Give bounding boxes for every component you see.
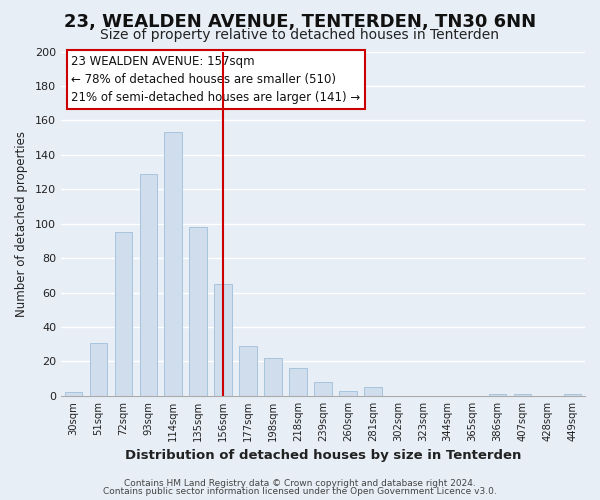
Bar bbox=[115, 232, 132, 396]
Bar bbox=[564, 394, 581, 396]
Text: Contains public sector information licensed under the Open Government Licence v3: Contains public sector information licen… bbox=[103, 487, 497, 496]
Bar bbox=[514, 394, 532, 396]
Bar bbox=[489, 394, 506, 396]
Text: Contains HM Land Registry data © Crown copyright and database right 2024.: Contains HM Land Registry data © Crown c… bbox=[124, 478, 476, 488]
Bar bbox=[140, 174, 157, 396]
Y-axis label: Number of detached properties: Number of detached properties bbox=[15, 130, 28, 316]
X-axis label: Distribution of detached houses by size in Tenterden: Distribution of detached houses by size … bbox=[125, 450, 521, 462]
Bar bbox=[65, 392, 82, 396]
Bar bbox=[214, 284, 232, 396]
Bar bbox=[314, 382, 332, 396]
Bar bbox=[339, 391, 356, 396]
Bar bbox=[265, 358, 282, 396]
Bar bbox=[164, 132, 182, 396]
Bar bbox=[364, 388, 382, 396]
Bar bbox=[289, 368, 307, 396]
Text: Size of property relative to detached houses in Tenterden: Size of property relative to detached ho… bbox=[101, 28, 499, 42]
Bar bbox=[89, 342, 107, 396]
Text: 23 WEALDEN AVENUE: 157sqm
← 78% of detached houses are smaller (510)
21% of semi: 23 WEALDEN AVENUE: 157sqm ← 78% of detac… bbox=[71, 55, 361, 104]
Bar bbox=[190, 227, 207, 396]
Text: 23, WEALDEN AVENUE, TENTERDEN, TN30 6NN: 23, WEALDEN AVENUE, TENTERDEN, TN30 6NN bbox=[64, 12, 536, 30]
Bar bbox=[239, 346, 257, 396]
